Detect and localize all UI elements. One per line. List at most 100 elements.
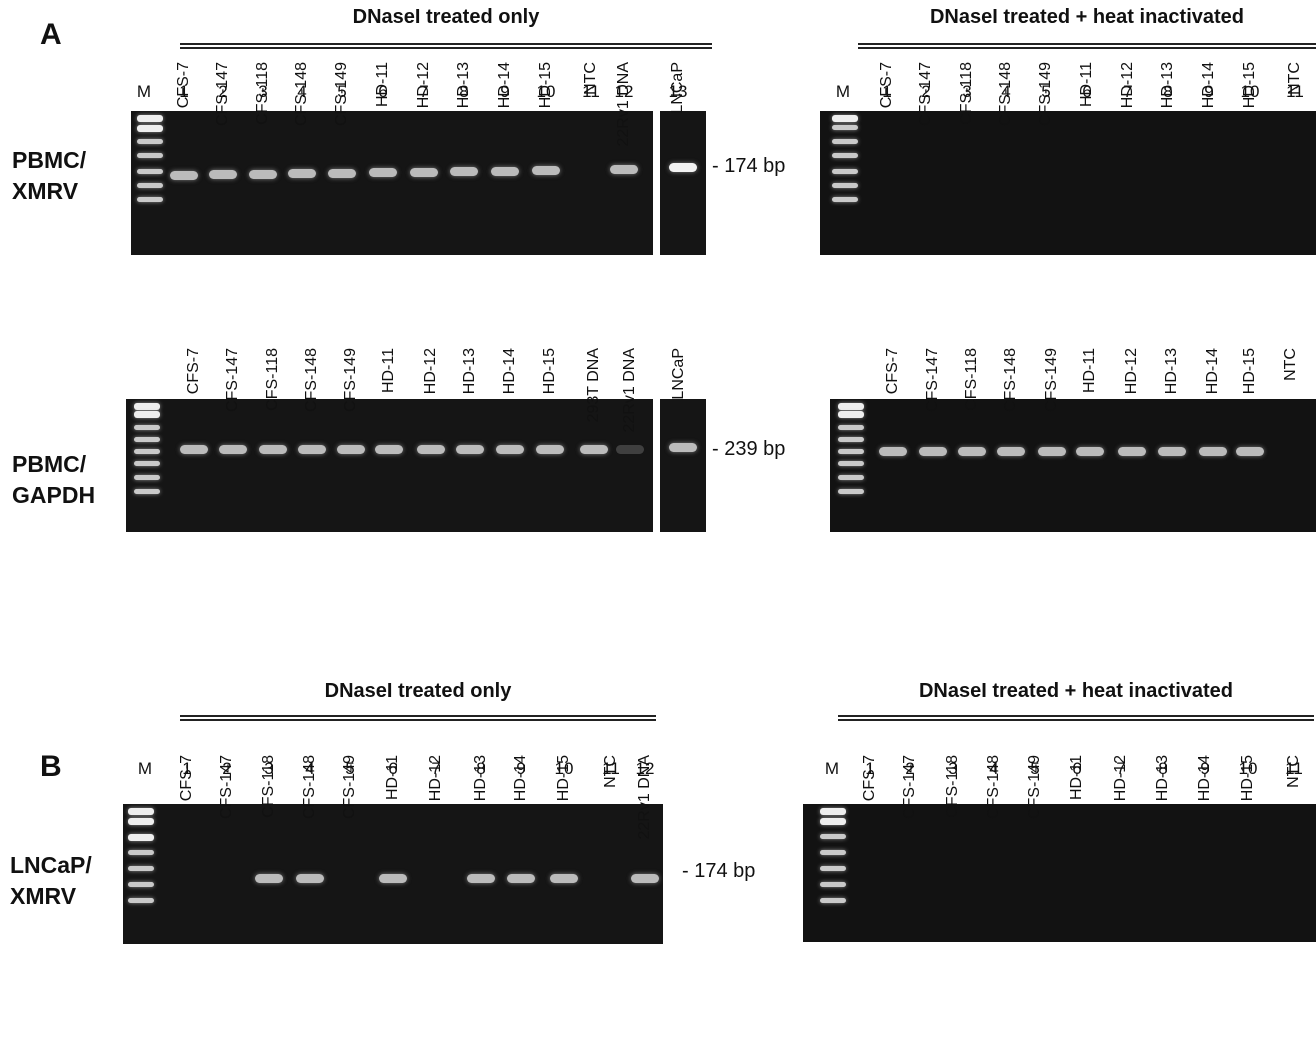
row-label-pbmc-gapdh: PBMC/ GAPDH — [12, 449, 95, 511]
sample-label: CFS-148 — [997, 62, 1015, 262]
ladder-band — [820, 866, 846, 871]
row-label-line: XMRV — [10, 881, 92, 912]
ladder-band — [128, 834, 154, 841]
row-label-pbmc-xmrv: PBMC/ XMRV — [12, 145, 86, 207]
sample-label: CFS-148 — [985, 755, 1003, 955]
ladder-band — [137, 153, 163, 158]
sample-label: HD-15 — [537, 62, 555, 262]
sample-label: CFS-147 — [214, 62, 232, 262]
sample-label: CFS-149 — [1026, 755, 1044, 955]
sample-label: CFS-7 — [175, 62, 193, 262]
ladder-band — [832, 139, 858, 144]
ladder-band — [128, 866, 154, 871]
sample-label: NTC — [1285, 755, 1303, 955]
sample-label: HD-14 — [496, 62, 514, 262]
sample-label: CFS-118 — [944, 755, 962, 955]
ladder-band — [137, 125, 163, 132]
ladder-band — [838, 475, 864, 480]
sample-label: CFS-118 — [260, 755, 278, 955]
sample-label: HD-14 — [501, 348, 519, 548]
sample-label: HD-14 — [1204, 348, 1222, 548]
ladder-band — [820, 882, 846, 887]
sample-label: CFS-7 — [861, 755, 879, 955]
sample-label: HD-12 — [1123, 348, 1141, 548]
row-label-line: GAPDH — [12, 480, 95, 511]
sample-label: NTC — [602, 755, 620, 955]
header-rule-b-right — [838, 715, 1314, 721]
sample-label: CFS-148 — [293, 62, 311, 262]
sample-label: CFS-7 — [185, 348, 203, 548]
ladder-band — [134, 437, 160, 442]
condition-header-b-left: DNaseI treated only — [180, 680, 656, 703]
sample-label: HD-13 — [1154, 755, 1172, 955]
sample-label: HD-13 — [461, 348, 479, 548]
sample-label: HD-12 — [1112, 755, 1130, 955]
row-label-lncap-xmrv: LNCaP/ XMRV — [10, 850, 92, 912]
condition-header-b-right: DNaseI treated + heat inactivated — [838, 680, 1314, 703]
panel-letter-a: A — [40, 18, 62, 52]
ladder-band — [137, 169, 163, 174]
ladder-band — [137, 183, 163, 188]
sample-label: HD-11 — [1068, 755, 1086, 955]
marker-label-b-right: M — [825, 759, 839, 779]
ladder-band — [820, 808, 846, 815]
sample-label: HD-12 — [422, 348, 440, 548]
ladder-band — [137, 197, 163, 202]
gel-a-xmrv-main — [131, 111, 653, 255]
marker-label-a-right: M — [836, 82, 850, 102]
ladder-band — [832, 197, 858, 202]
sample-label: HD-11 — [1078, 62, 1096, 262]
sample-label: CFS-7 — [178, 755, 196, 955]
band-size-239bp: - 239 bp — [712, 438, 785, 461]
row-label-line: PBMC/ — [12, 145, 86, 176]
sample-label: CFS-149 — [342, 348, 360, 548]
marker-label-b-left: M — [138, 759, 152, 779]
sample-label: 22Rv1 DNA — [636, 755, 654, 955]
ladder-band — [838, 449, 864, 454]
ladder-band — [128, 850, 154, 855]
ladder-band — [134, 461, 160, 466]
sample-label: 293T DNA — [585, 348, 603, 548]
sample-label: HD-11 — [380, 348, 398, 548]
sample-label: HD-14 — [1200, 62, 1218, 262]
panel-letter-b: B — [40, 750, 62, 784]
sample-label: HD-15 — [1239, 755, 1257, 955]
sample-label: CFS-149 — [333, 62, 351, 262]
sample-label: CFS-147 — [224, 348, 242, 548]
sample-label: HD-14 — [1196, 755, 1214, 955]
condition-header-a-left: DNaseI treated only — [180, 6, 712, 29]
row-label-line: PBMC/ — [12, 449, 95, 480]
sample-label: LNCaP — [669, 62, 687, 262]
ladder-band — [134, 411, 160, 418]
sample-label: 22Rv1 DNA — [621, 348, 639, 548]
ladder-band — [134, 449, 160, 454]
ladder-band — [838, 461, 864, 466]
sample-label: CFS-147 — [917, 62, 935, 262]
header-rule-b-left — [180, 715, 656, 721]
row-label-line: LNCaP/ — [10, 850, 92, 881]
sample-label: NTC — [1282, 348, 1300, 548]
header-rule-a-left — [180, 43, 712, 49]
ladder-band — [832, 153, 858, 158]
sample-label: CFS-149 — [1037, 62, 1055, 262]
ladder-band — [137, 115, 163, 122]
ladder-band — [820, 850, 846, 855]
sample-label: CFS-118 — [254, 62, 272, 262]
ladder-band — [832, 115, 858, 122]
sample-label: CFS-147 — [924, 348, 942, 548]
ladder-band — [134, 403, 160, 410]
sample-label: HD-13 — [1159, 62, 1177, 262]
sample-label: HD-11 — [374, 62, 392, 262]
sample-label: CFS-118 — [958, 62, 976, 262]
ladder-band — [134, 475, 160, 480]
ladder-band — [128, 898, 154, 903]
sample-label: HD-11 — [384, 755, 402, 955]
header-rule-a-right — [858, 43, 1316, 49]
ladder-band — [838, 437, 864, 442]
sample-label: CFS-147 — [901, 755, 919, 955]
ladder-band — [137, 139, 163, 144]
sample-label: LNCaP — [670, 348, 688, 548]
sample-label: CFS-149 — [1043, 348, 1061, 548]
ladder-band — [832, 169, 858, 174]
ladder-band — [832, 125, 858, 130]
